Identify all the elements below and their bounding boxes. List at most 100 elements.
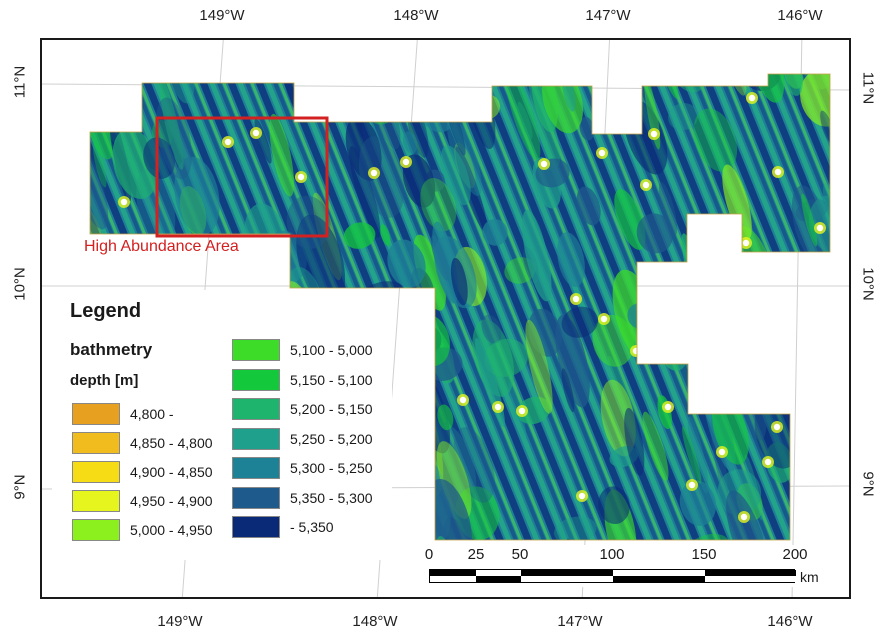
legend-label: 5,150 - 5,100	[290, 371, 373, 388]
depth-patch	[805, 481, 830, 540]
legend-swatch	[232, 486, 280, 509]
legend-label: 4,800 -	[130, 406, 174, 422]
depth-patch	[561, 306, 599, 338]
depth-patch	[598, 486, 630, 525]
depth-patch	[525, 319, 553, 414]
depth-patch	[49, 146, 85, 184]
depth-patch	[450, 257, 468, 306]
depth-patch	[269, 113, 295, 197]
depth-patch	[576, 186, 601, 226]
depth-patch	[465, 40, 499, 69]
depth-patch	[561, 368, 575, 413]
scale-segment	[430, 570, 476, 576]
legend-label: 4,850 - 4,800	[130, 435, 213, 451]
legend-item: 4,850 - 4,800	[72, 432, 213, 454]
depth-patch	[343, 222, 376, 249]
depth-patch	[401, 488, 423, 540]
depth-patch	[820, 110, 830, 145]
high-abundance-area-label: High Abundance Area	[84, 238, 239, 255]
depth-patch	[402, 154, 436, 208]
legend-label: 5,300 - 5,250	[290, 460, 373, 476]
lat-right-10: 10°N	[859, 267, 877, 301]
legend-label: 5,000 - 4,950	[130, 522, 213, 538]
depth-patch	[813, 415, 826, 450]
seamount-peak	[742, 239, 750, 247]
depth-patch	[358, 136, 405, 218]
depth-patch	[668, 103, 699, 131]
seamount-peak	[774, 168, 782, 176]
scale-segment	[430, 576, 476, 582]
seamount-peak	[816, 224, 824, 232]
seamount-peak	[664, 403, 672, 411]
legend-swatch	[232, 516, 280, 538]
legend-swatch	[232, 398, 280, 420]
seamount-peak	[572, 295, 580, 303]
depth-patch	[800, 74, 830, 127]
scale-segment	[521, 570, 613, 576]
depth-patch	[820, 502, 830, 536]
legend-item: 5,300 - 5,250	[232, 457, 373, 479]
seamount-peak	[370, 169, 378, 177]
depth-patch	[707, 357, 724, 397]
seamount-peak	[718, 448, 726, 456]
scale-segment	[705, 570, 796, 576]
depth-patch	[345, 116, 382, 181]
depth-patch	[402, 131, 418, 154]
lon-top-149: 149°W	[199, 7, 245, 24]
depth-patch	[159, 78, 184, 170]
legend-item: 4,950 - 4,900	[72, 490, 213, 512]
lat-right-9: 9°N	[859, 471, 877, 497]
legend-layer-name: bathmetry	[70, 340, 153, 359]
lat-right-11: 11°N	[859, 71, 877, 105]
seamount-peak	[650, 130, 658, 138]
depth-patch	[573, 40, 597, 65]
legend-item: 5,200 - 5,150	[232, 398, 373, 420]
depth-patch	[453, 427, 495, 503]
depth-patch	[555, 314, 590, 408]
legend-swatch	[72, 403, 120, 425]
depth-patch	[554, 516, 597, 540]
depth-patch	[440, 145, 471, 206]
depth-patch	[90, 85, 124, 118]
legend-title: Legend	[70, 300, 142, 322]
seamount-peak	[494, 403, 502, 411]
scale-tick-label: 50	[511, 546, 529, 563]
depth-patch	[803, 251, 830, 333]
depth-patch	[636, 213, 674, 254]
depth-patch	[67, 52, 85, 76]
depth-patch	[746, 370, 767, 392]
seamount-peak	[748, 94, 756, 102]
depth-patch	[300, 74, 350, 100]
depth-patch	[399, 331, 425, 369]
depth-patch	[505, 74, 541, 161]
depth-patch	[769, 74, 803, 96]
depth-patch	[517, 396, 551, 425]
legend-item: - 5,350	[232, 516, 334, 538]
legend-swatch	[232, 339, 280, 361]
seamount-peak	[598, 149, 606, 157]
depth-patch	[156, 74, 199, 81]
depth-patch	[425, 478, 473, 540]
scale-segment	[613, 570, 705, 576]
depth-patch	[825, 40, 851, 73]
seamount-peak	[764, 458, 772, 466]
depth-patch	[160, 567, 201, 599]
depth-patch	[679, 480, 717, 526]
legend-label: 5,100 - 5,000	[290, 342, 373, 358]
seamount-peak	[459, 396, 467, 404]
depth-patch	[446, 115, 482, 196]
legend-field-name: depth [m]	[70, 372, 139, 389]
scale-tick-label: 200	[782, 546, 808, 563]
depth-patch	[528, 74, 560, 167]
seamount-peak	[402, 158, 410, 166]
depth-patch	[432, 221, 459, 304]
high-abundance-area-outline[interactable]	[155, 116, 329, 238]
scale-bar: 0 25 50 100 150 200 km	[425, 545, 836, 587]
seamount-peak	[224, 138, 232, 146]
scale-segment	[521, 576, 613, 582]
legend-label: 4,950 - 4,900	[130, 493, 213, 509]
depth-patch	[778, 40, 821, 74]
legend-label: 5,350 - 5,300	[290, 489, 373, 506]
legend-item: 5,150 - 5,100	[232, 368, 373, 391]
scale-segment	[705, 576, 796, 582]
